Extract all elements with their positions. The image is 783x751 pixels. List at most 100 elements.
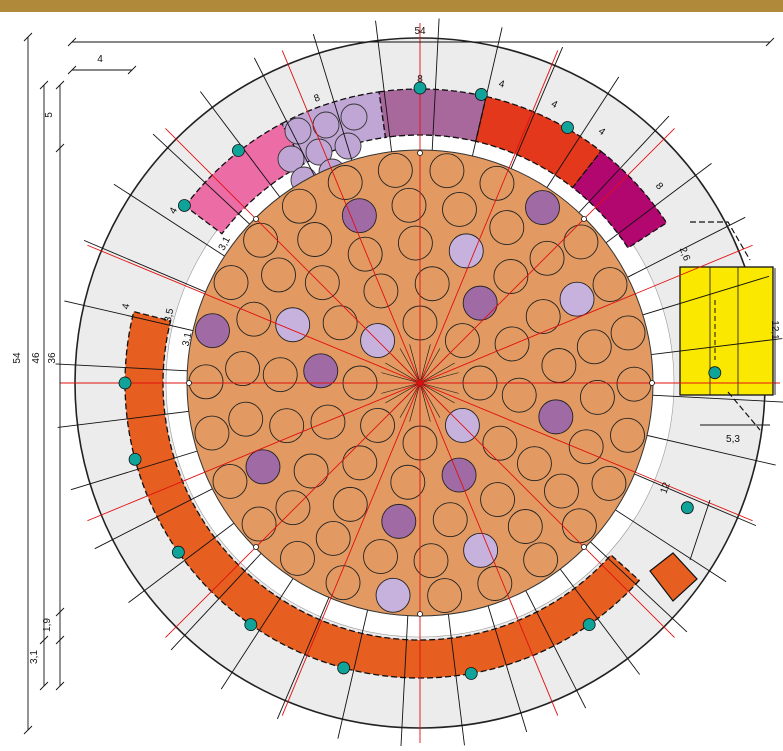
core-circle — [280, 541, 315, 576]
core-circle — [303, 353, 339, 389]
core-circle — [363, 273, 399, 309]
reference-dot — [581, 216, 587, 222]
dim-tick — [23, 32, 33, 42]
dim-seg-red-c: 4 — [596, 126, 607, 138]
core-circle — [462, 285, 498, 321]
segment-orange-arc — [124, 310, 641, 679]
dim-yellow-height: 12,1 — [769, 320, 780, 340]
core-circle — [448, 233, 484, 269]
core-circle — [315, 520, 351, 556]
core-circle — [494, 326, 530, 362]
core-circle — [245, 449, 281, 485]
dim-tick — [127, 65, 137, 75]
teal-markers — [118, 81, 722, 680]
core-circle — [360, 407, 396, 443]
core-hub-line — [399, 348, 421, 384]
teal-marker — [561, 121, 574, 134]
dim-tick — [55, 143, 65, 153]
core-circle — [236, 301, 272, 337]
segment-magenta — [571, 150, 668, 249]
reference-dot — [186, 380, 192, 386]
core-circle — [479, 165, 515, 201]
teal-marker — [178, 199, 191, 212]
small-orange-box — [649, 552, 698, 602]
core-circle — [442, 191, 477, 227]
core-circle — [397, 225, 433, 261]
core-circle — [610, 315, 646, 351]
dim-seg-lavender: 8 — [313, 92, 322, 104]
core-hub-line — [381, 382, 421, 394]
core-circle — [281, 188, 317, 224]
core-circle — [347, 236, 383, 272]
teal-marker — [708, 366, 722, 380]
core-circle — [332, 486, 368, 522]
dim-diag-right: 12 — [659, 481, 673, 496]
core-hub-line — [419, 382, 459, 394]
core-hub-line — [381, 372, 421, 384]
core-circle — [261, 257, 296, 293]
core-circle — [213, 265, 249, 300]
core-circle — [275, 490, 311, 526]
core-circle — [444, 323, 480, 359]
dim-gap-top: 5 — [44, 112, 55, 118]
dim-seg-red-b: 4 — [549, 99, 559, 112]
dim-ring-inner: 46 — [31, 352, 42, 364]
core-circle — [507, 509, 543, 544]
core-circle — [363, 539, 398, 575]
core-circle — [477, 566, 513, 601]
core-circle — [501, 377, 537, 413]
core-circle — [579, 379, 615, 415]
teal-marker — [231, 144, 245, 157]
core-circle — [529, 240, 565, 276]
colored-segments — [124, 88, 774, 679]
red-guide-lines — [60, 23, 780, 743]
core-circle — [225, 351, 261, 387]
teal-marker — [128, 452, 142, 466]
reference-dot — [417, 150, 423, 156]
dim-tick — [55, 607, 65, 617]
dim-bottom-a: 1,9 — [42, 618, 53, 632]
core-circle — [275, 307, 311, 343]
core-hub-line — [419, 382, 455, 404]
dim-top-total: 54 — [414, 26, 426, 37]
core-circle — [489, 210, 525, 246]
teal-marker — [413, 81, 427, 95]
segment-mauve — [378, 88, 487, 143]
lavender-circle — [340, 103, 368, 131]
teal-marker — [582, 618, 596, 632]
dim-gap-orange-a: 3,5 — [163, 307, 177, 323]
core-circle — [493, 259, 529, 294]
core-circle — [441, 457, 477, 493]
core-circle — [293, 453, 329, 489]
dim-tick — [39, 635, 49, 645]
core-circle — [429, 153, 465, 189]
core-circle — [516, 446, 552, 482]
core-circle — [463, 532, 499, 568]
core-circle — [375, 577, 411, 613]
teal-marker — [474, 88, 488, 101]
core-circle — [341, 198, 377, 234]
dim-tick — [39, 80, 49, 90]
core-circle — [482, 425, 518, 461]
core-circle — [297, 222, 333, 257]
teal-marker — [118, 376, 132, 390]
reference-dot — [253, 216, 259, 222]
core-circle — [194, 415, 230, 451]
core-circle — [544, 473, 579, 509]
core-circle — [559, 281, 595, 317]
core-circle — [262, 357, 298, 393]
dimension-lines — [23, 32, 776, 735]
core-circle — [525, 190, 560, 225]
core-circle — [525, 299, 561, 334]
dim-gap-orange-b: 3,1 — [181, 331, 195, 347]
core-circle — [228, 401, 264, 437]
core-circle — [427, 578, 463, 614]
core-hub-line — [409, 382, 421, 422]
dim-tick — [55, 681, 65, 691]
core-hub-line — [419, 344, 431, 384]
dim-tick — [23, 725, 33, 735]
core-circle — [591, 466, 627, 501]
teal-marker — [337, 661, 351, 675]
